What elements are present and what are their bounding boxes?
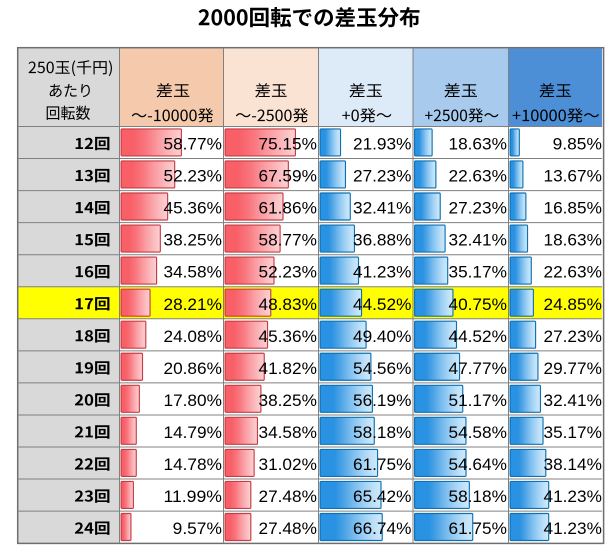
svg-text:38.14%: 38.14% (544, 456, 603, 474)
svg-text:44.52%: 44.52% (353, 296, 412, 314)
svg-text:51.17%: 51.17% (449, 392, 508, 410)
svg-text:61.75%: 61.75% (449, 520, 508, 538)
svg-text:38.25%: 38.25% (259, 392, 318, 410)
svg-text:67.59%: 67.59% (259, 168, 318, 186)
svg-text:54.58%: 54.58% (449, 424, 508, 442)
svg-text:34.58%: 34.58% (259, 424, 318, 442)
svg-text:16.85%: 16.85% (544, 200, 603, 218)
svg-text:41.23%: 41.23% (544, 520, 603, 538)
svg-text:21.93%: 21.93% (353, 136, 412, 154)
svg-text:61.75%: 61.75% (353, 456, 412, 474)
svg-text:47.77%: 47.77% (449, 360, 508, 378)
svg-text:75.15%: 75.15% (259, 136, 318, 154)
svg-text:65.42%: 65.42% (353, 488, 412, 506)
svg-text:29.77%: 29.77% (544, 360, 603, 378)
svg-text:27.23%: 27.23% (449, 200, 508, 218)
svg-text:58.77%: 58.77% (259, 232, 318, 250)
svg-text:18.63%: 18.63% (544, 232, 603, 250)
svg-text:32.41%: 32.41% (544, 392, 603, 410)
svg-text:48.83%: 48.83% (259, 296, 318, 314)
svg-text:27.48%: 27.48% (259, 520, 318, 538)
svg-text:36.88%: 36.88% (353, 232, 412, 250)
svg-text:54.64%: 54.64% (449, 456, 508, 474)
svg-text:41.23%: 41.23% (544, 488, 603, 506)
svg-text:27.23%: 27.23% (544, 328, 603, 346)
svg-text:9.85%: 9.85% (553, 136, 603, 154)
svg-text:58.18%: 58.18% (353, 424, 412, 442)
svg-text:24.85%: 24.85% (544, 296, 603, 314)
svg-text:66.74%: 66.74% (353, 520, 412, 538)
svg-text:27.23%: 27.23% (353, 168, 412, 186)
svg-text:40.75%: 40.75% (449, 296, 508, 314)
svg-text:28.21%: 28.21% (164, 296, 223, 314)
svg-text:14.79%: 14.79% (164, 424, 223, 442)
svg-text:54.56%: 54.56% (353, 360, 412, 378)
svg-text:44.52%: 44.52% (449, 328, 508, 346)
svg-text:24.08%: 24.08% (164, 328, 223, 346)
svg-text:41.23%: 41.23% (353, 264, 412, 282)
svg-text:52.23%: 52.23% (259, 264, 318, 282)
svg-text:11.99%: 11.99% (164, 488, 223, 506)
svg-text:32.41%: 32.41% (353, 200, 412, 218)
svg-text:18.63%: 18.63% (449, 136, 508, 154)
svg-text:61.86%: 61.86% (259, 200, 318, 218)
svg-text:31.02%: 31.02% (259, 456, 318, 474)
svg-text:34.58%: 34.58% (164, 264, 223, 282)
svg-text:32.41%: 32.41% (449, 232, 508, 250)
svg-text:17.80%: 17.80% (164, 392, 223, 410)
svg-text:35.17%: 35.17% (544, 424, 603, 442)
svg-text:45.36%: 45.36% (259, 328, 318, 346)
svg-text:58.77%: 58.77% (164, 136, 223, 154)
svg-text:52.23%: 52.23% (164, 168, 223, 186)
svg-text:22.63%: 22.63% (544, 264, 603, 282)
svg-text:45.36%: 45.36% (164, 200, 223, 218)
svg-text:13.67%: 13.67% (544, 168, 603, 186)
svg-text:14.78%: 14.78% (164, 456, 223, 474)
svg-text:58.18%: 58.18% (449, 488, 508, 506)
svg-text:22.63%: 22.63% (449, 168, 508, 186)
svg-text:35.17%: 35.17% (449, 264, 508, 282)
svg-text:49.40%: 49.40% (353, 328, 412, 346)
svg-text:27.48%: 27.48% (259, 488, 318, 506)
svg-text:38.25%: 38.25% (164, 232, 223, 250)
svg-text:9.57%: 9.57% (173, 520, 223, 538)
svg-text:56.19%: 56.19% (353, 392, 412, 410)
svg-text:41.82%: 41.82% (259, 360, 318, 378)
svg-text:20.86%: 20.86% (164, 360, 223, 378)
